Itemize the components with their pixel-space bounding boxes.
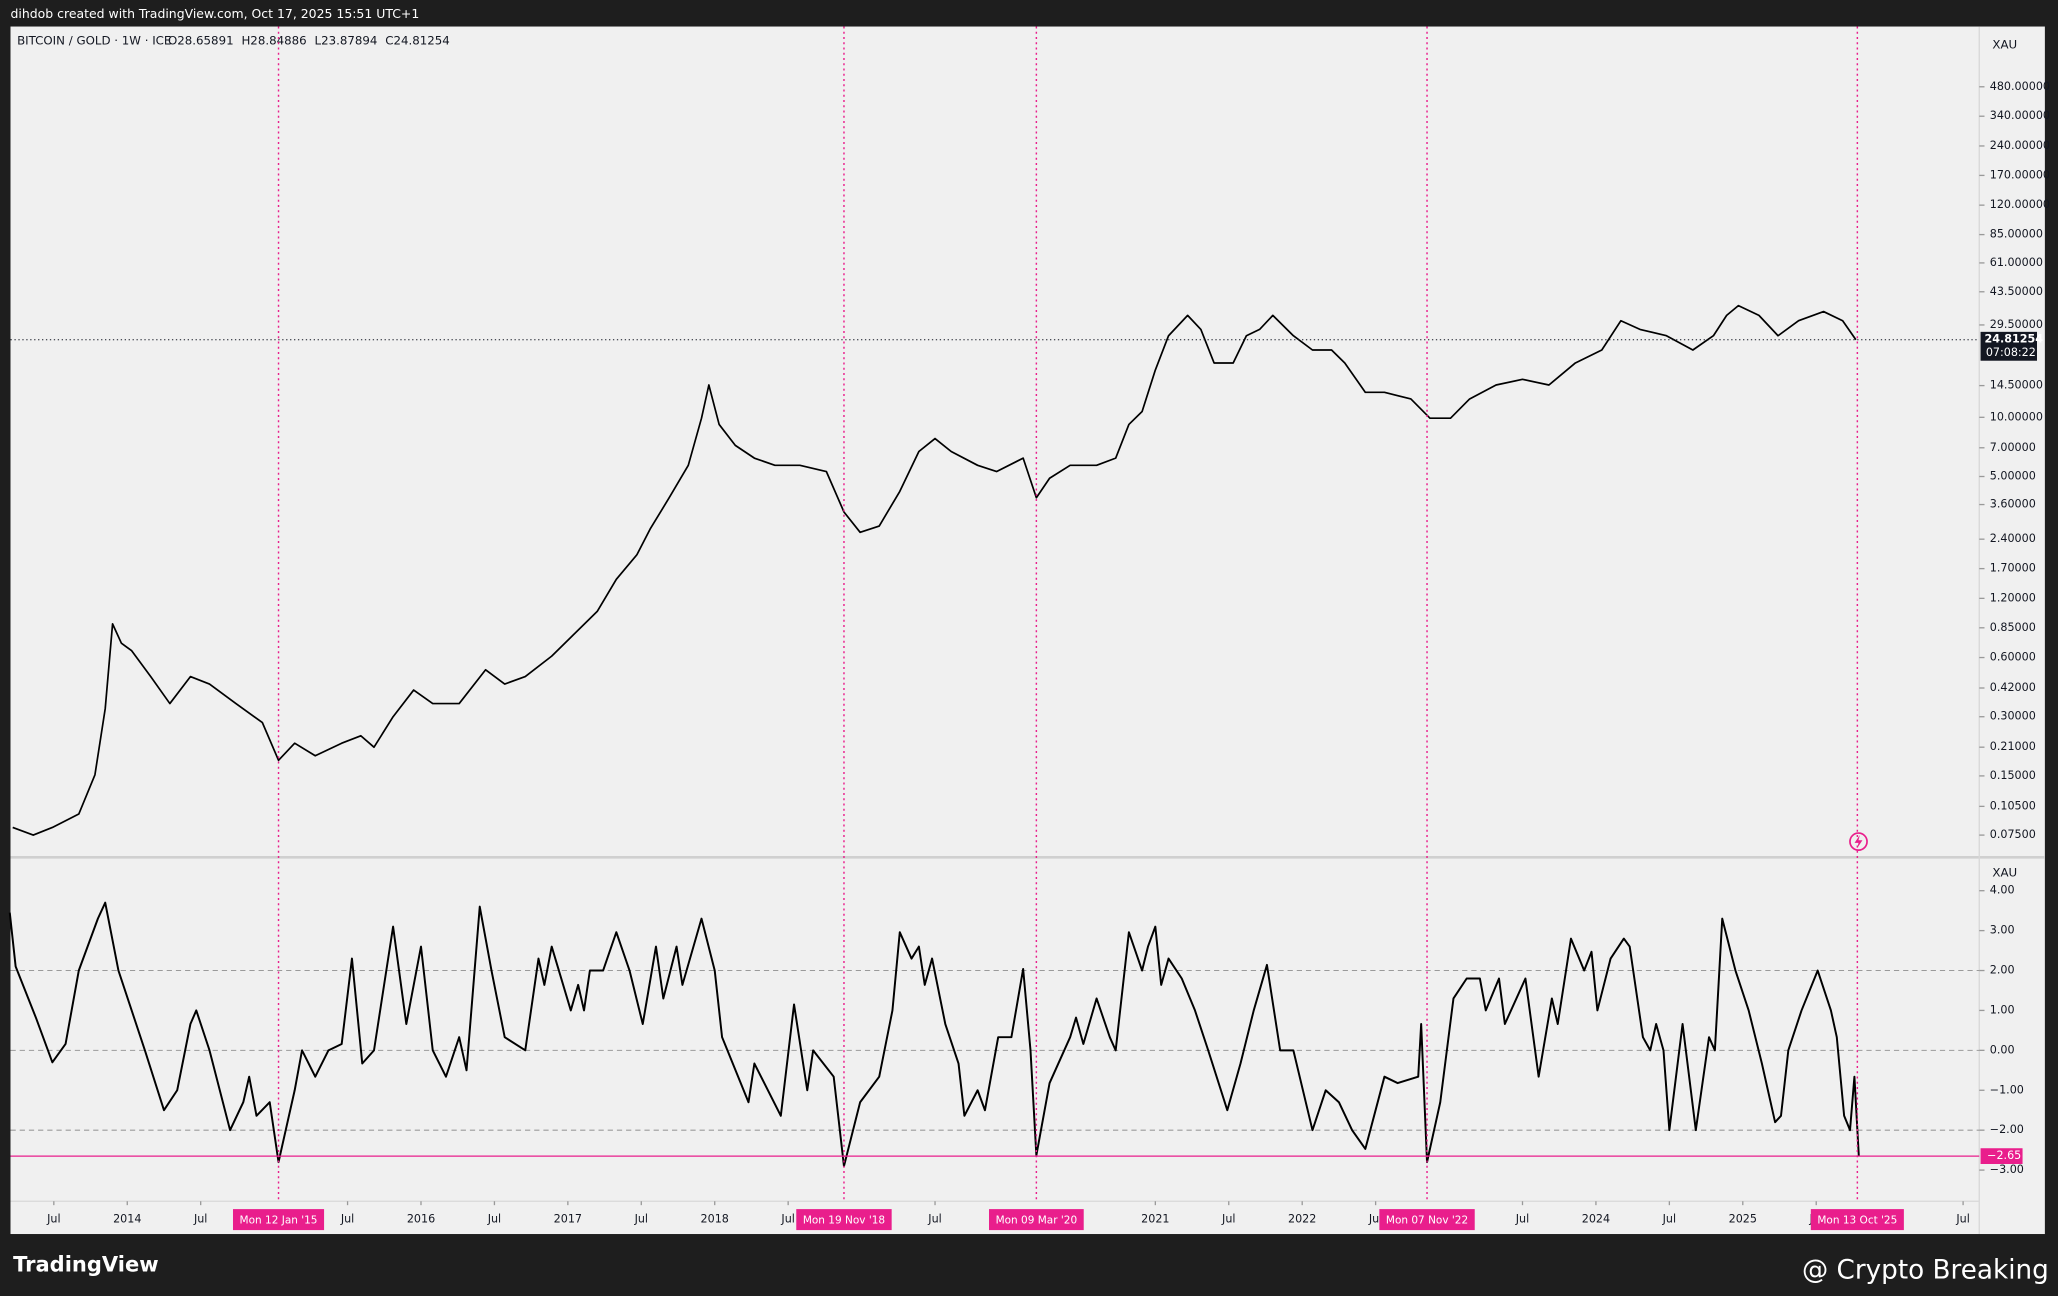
- y-tick-label: 1.00: [1990, 1003, 2015, 1016]
- y-tick-label: 29.50000: [1990, 318, 2043, 331]
- x-tick-label: Jul: [1221, 1213, 1235, 1226]
- y-tick-label: 61.00000: [1990, 256, 2043, 269]
- y-tick-label: 0.21000: [1990, 740, 2036, 753]
- marker-label: Mon 13 Oct '25: [1810, 1209, 1904, 1231]
- last-value-label: −2.65: [1987, 1149, 2021, 1162]
- y-tick-label: 120.00000: [1990, 198, 2050, 211]
- x-tick-label: 2018: [701, 1213, 729, 1226]
- osc-axis-unit: XAU: [1992, 866, 2017, 880]
- x-tick-label: 2025: [1729, 1213, 1757, 1226]
- x-tick-label: 2024: [1582, 1213, 1610, 1226]
- x-tick-label: Jul: [1662, 1213, 1676, 1226]
- data-line: [8, 901, 1860, 1168]
- x-tick-label: Jul: [487, 1213, 501, 1226]
- data-line: [12, 304, 1857, 836]
- x-tick-label: 2014: [113, 1213, 141, 1226]
- y-tick-label: 4.00: [1990, 884, 2015, 897]
- marker-label-box: [989, 1209, 1084, 1231]
- x-tick-label: Jul: [927, 1213, 941, 1226]
- header: dihdob created with TradingView.com, Oct…: [11, 6, 420, 21]
- marker-label: Mon 09 Mar '20: [989, 1209, 1084, 1231]
- ohlc-value: O28.65891: [168, 33, 234, 47]
- y-tick-label: 3.00: [1990, 924, 2015, 937]
- last-price-box: [1980, 331, 2037, 361]
- x-tick-label: Jul: [780, 1213, 794, 1226]
- y-tick-label: 1.70000: [1990, 562, 2036, 575]
- y-tick-label: 14.50000: [1990, 379, 2043, 392]
- x-tick-label: Jul: [634, 1213, 648, 1226]
- countdown: 07:08:22: [1986, 346, 2036, 359]
- last-value-box: [1980, 1148, 2023, 1164]
- price-axis-unit: XAU: [1992, 37, 2017, 51]
- y-tick-label: 0.85000: [1990, 621, 2036, 634]
- marker-label: Mon 12 Jan '15: [232, 1209, 325, 1231]
- y-tick-label: 5.00000: [1990, 470, 2036, 483]
- marker-label-box: [1379, 1209, 1475, 1231]
- last-price-label: 24.81254: [1985, 333, 2044, 346]
- y-tick-label: 2.00: [1990, 964, 2015, 977]
- marker-label-text: Mon 19 Nov '18: [803, 1214, 885, 1226]
- y-tick-label: 0.15000: [1990, 769, 2036, 782]
- y-tick-label: 3.60000: [1990, 498, 2036, 511]
- x-tick-label: 2021: [1141, 1213, 1169, 1226]
- y-tick-label: 0.07500: [1990, 828, 2036, 841]
- y-tick-label: −1.00: [1990, 1083, 2024, 1096]
- footer-logo: TradingView: [13, 1253, 158, 1277]
- y-tick-label: 170.00000: [1990, 168, 2050, 181]
- x-tick-label: Jul: [193, 1213, 207, 1226]
- x-tick-label: Jul: [1515, 1213, 1529, 1226]
- x-tick-label: Jul: [340, 1213, 354, 1226]
- x-tick-label: Jul: [1368, 1213, 1382, 1226]
- y-tick-label: 340.00000: [1990, 109, 2050, 122]
- lightning-icon[interactable]: [1849, 832, 1868, 851]
- x-tick-label: Jul: [1955, 1213, 1969, 1226]
- ohlc-value: H28.84886: [241, 33, 306, 47]
- y-tick-label: 85.00000: [1990, 228, 2043, 241]
- y-tick-label: 43.50000: [1990, 285, 2043, 298]
- marker-label-box: [1810, 1209, 1904, 1231]
- x-tick-label: 2017: [554, 1213, 582, 1226]
- x-tick-label: Jul: [46, 1213, 60, 1226]
- y-tick-label: 480.00000: [1990, 80, 2050, 93]
- ohlc-value: L23.87894: [315, 33, 378, 47]
- y-tick-label: 7.00000: [1990, 441, 2036, 454]
- marker-label-text: Mon 07 Nov '22: [1386, 1214, 1468, 1226]
- y-tick-label: 0.00: [1990, 1043, 2015, 1056]
- marker-label-text: Mon 12 Jan '15: [240, 1214, 318, 1226]
- y-tick-label: 0.60000: [1990, 651, 2036, 664]
- y-tick-label: 240.00000: [1990, 139, 2050, 152]
- y-tick-label: 0.42000: [1990, 681, 2036, 694]
- footer-credit: @ Crypto Breaking: [1802, 1255, 2049, 1285]
- x-tick-label: 2016: [407, 1213, 435, 1226]
- symbol-title: BITCOIN / GOLD · 1W · ICE: [17, 33, 171, 47]
- y-tick-label: −3.00: [1990, 1163, 2024, 1176]
- y-tick-label: 2.40000: [1990, 532, 2036, 545]
- marker-label: Mon 19 Nov '18: [796, 1209, 892, 1231]
- marker-label-text: Mon 13 Oct '25: [1817, 1214, 1897, 1226]
- y-tick-label: 10.00000: [1990, 410, 2043, 423]
- y-tick-label: 0.10500: [1990, 799, 2036, 812]
- chart-area: [10, 26, 2045, 1235]
- marker-label-box: [232, 1209, 325, 1231]
- marker-label-box: [796, 1209, 892, 1231]
- ohlc-value: C24.81254: [385, 33, 450, 47]
- marker-label: Mon 07 Nov '22: [1379, 1209, 1475, 1231]
- y-tick-label: 1.20000: [1990, 591, 2036, 604]
- y-tick-label: 0.30000: [1990, 710, 2036, 723]
- y-tick-label: −2.00: [1990, 1123, 2024, 1136]
- marker-label-text: Mon 09 Mar '20: [996, 1214, 1078, 1226]
- x-tick-label: 2022: [1288, 1213, 1316, 1226]
